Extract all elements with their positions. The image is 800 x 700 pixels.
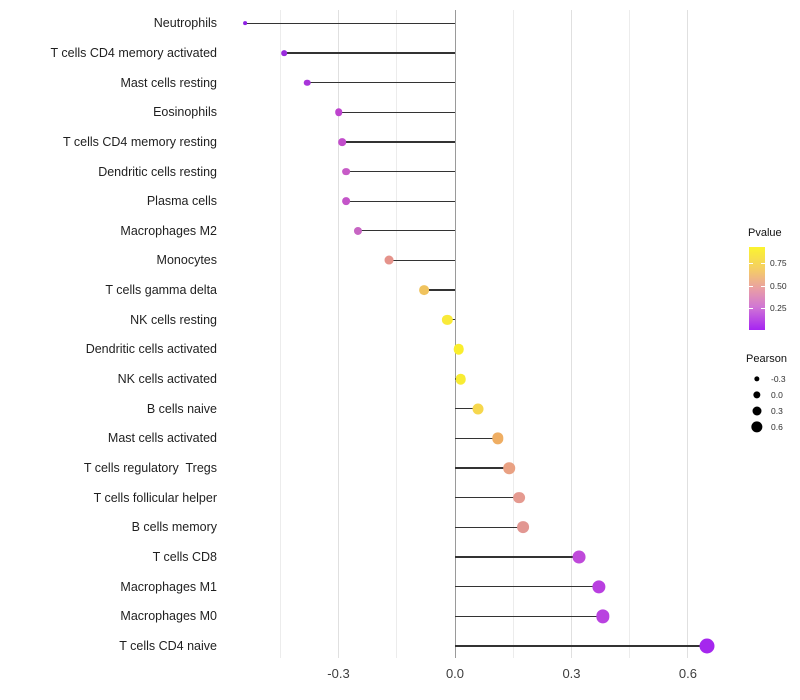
lollipop-dot [419,285,429,295]
lollipop-dot [442,314,453,325]
lollipop-dot [353,226,362,235]
x-minor-gridline [629,10,631,658]
lollipop-dot [699,638,715,654]
lollipop-dot [517,521,529,534]
lollipop-stem [455,645,708,647]
pearson-size-label: 0.6 [771,422,783,432]
colorbar-tick-label: 0.75 [770,258,787,268]
lollipop-dot [338,138,347,146]
lollipop-dot [304,79,311,86]
lollipop-stem [455,585,599,588]
lollipop-stem [284,52,455,54]
colorbar-tick [761,286,765,287]
lollipop-stem [455,496,520,499]
colorbar-tick [749,286,753,287]
lollipop-dot [281,50,287,56]
pearson-size-dot [754,375,760,382]
x-tick-label: 0.0 [445,666,465,681]
lollipop-dot [492,432,504,445]
y-axis-category-label: T cells CD4 naive [119,638,217,653]
lollipop-stem [307,81,455,84]
y-axis-category-label: T cells CD4 memory activated [50,45,218,60]
lollipop-stem [455,467,510,469]
y-axis-category-label: NK cells activated [117,372,217,387]
lollipop-dot [384,255,394,265]
y-axis-category-label: B cells naive [146,401,217,416]
legend-pvalue-title: Pvalue [748,227,782,239]
lollipop-stem [338,111,455,113]
y-axis-category-label: Macrophages M2 [120,223,217,238]
x-minor-gridline [512,10,514,658]
lollipop-stem [455,437,498,439]
pearson-size-dot [752,406,762,416]
pearson-size-label: -0.3 [771,373,786,384]
x-tick-label: 0.3 [562,666,581,681]
zero-baseline [454,10,456,658]
y-axis-category-label: Plasma cells [146,194,217,209]
legend-pearson-title: Pearson [746,353,787,365]
lollipop-stem [388,259,455,262]
lollipop-stem [346,170,455,173]
pearson-size-dot [751,421,763,433]
lollipop-dot [342,167,351,176]
lollipop-dot [503,462,516,474]
colorbar-tick [749,308,753,309]
colorbar-tick [761,308,765,309]
y-axis-category-label: Monocytes [156,253,217,268]
y-axis-category-label: NK cells resting [130,312,217,327]
x-major-gridline [687,10,689,658]
y-axis-category-label: Mast cells activated [107,431,217,446]
pearson-size-dot [753,390,761,399]
x-major-gridline [570,10,572,658]
colorbar-tick [749,263,753,264]
lollipop-dot [472,403,484,415]
lollipop-stem [342,141,455,143]
lollipop-dot [342,197,351,206]
y-axis-category-label: Dendritic cells activated [85,342,217,357]
y-axis-category-label: Macrophages M0 [120,609,217,624]
x-major-gridline [338,10,339,658]
lollipop-dot [595,609,610,623]
colorbar-tick [761,263,765,264]
colorbar-tick-label: 0.50 [770,281,787,291]
lollipop-stem [423,289,455,291]
x-minor-gridline [279,10,281,658]
y-axis-category-label: Neutrophils [153,16,217,31]
lollipop-dot [455,373,467,385]
y-axis-category-label: T cells CD4 memory resting [63,134,217,149]
lollipop-dot [453,344,465,355]
lollipop-stem [455,615,603,617]
y-axis-category-label: Eosinophils [153,105,217,120]
x-minor-gridline [396,10,398,658]
lollipop-dot [243,21,248,26]
lollipop-stem [455,556,580,558]
y-axis-category-label: Macrophages M1 [120,579,217,594]
y-axis-category-label: B cells memory [131,520,217,535]
y-axis-category-label: Dendritic cells resting [98,164,217,179]
lollipop-stem [455,408,479,410]
y-axis-category-label: Mast cells resting [120,75,217,90]
lollipop-stem [245,22,455,24]
x-tick-label: -0.3 [327,666,350,681]
x-tick-label: 0.6 [678,666,697,681]
pearson-size-label: 0.0 [771,389,783,400]
lollipop-stem [346,200,455,202]
colorbar-tick-label: 0.25 [770,303,787,313]
pvalue-colorbar [749,247,765,330]
y-axis-category-label: T cells regulatory Tregs [83,460,217,475]
y-axis-category-label: T cells gamma delta [105,283,217,298]
y-axis-category-label: T cells follicular helper [93,490,217,505]
lollipop-dot [572,550,586,564]
pearson-size-label: 0.3 [771,405,783,416]
lollipop-stem [455,526,523,528]
lollipop-stem [357,230,455,232]
lollipop-dot [592,579,606,594]
y-axis-category-label: T cells CD8 [152,549,217,564]
lollipop-dot [334,108,343,116]
lollipop-dot [513,491,525,504]
